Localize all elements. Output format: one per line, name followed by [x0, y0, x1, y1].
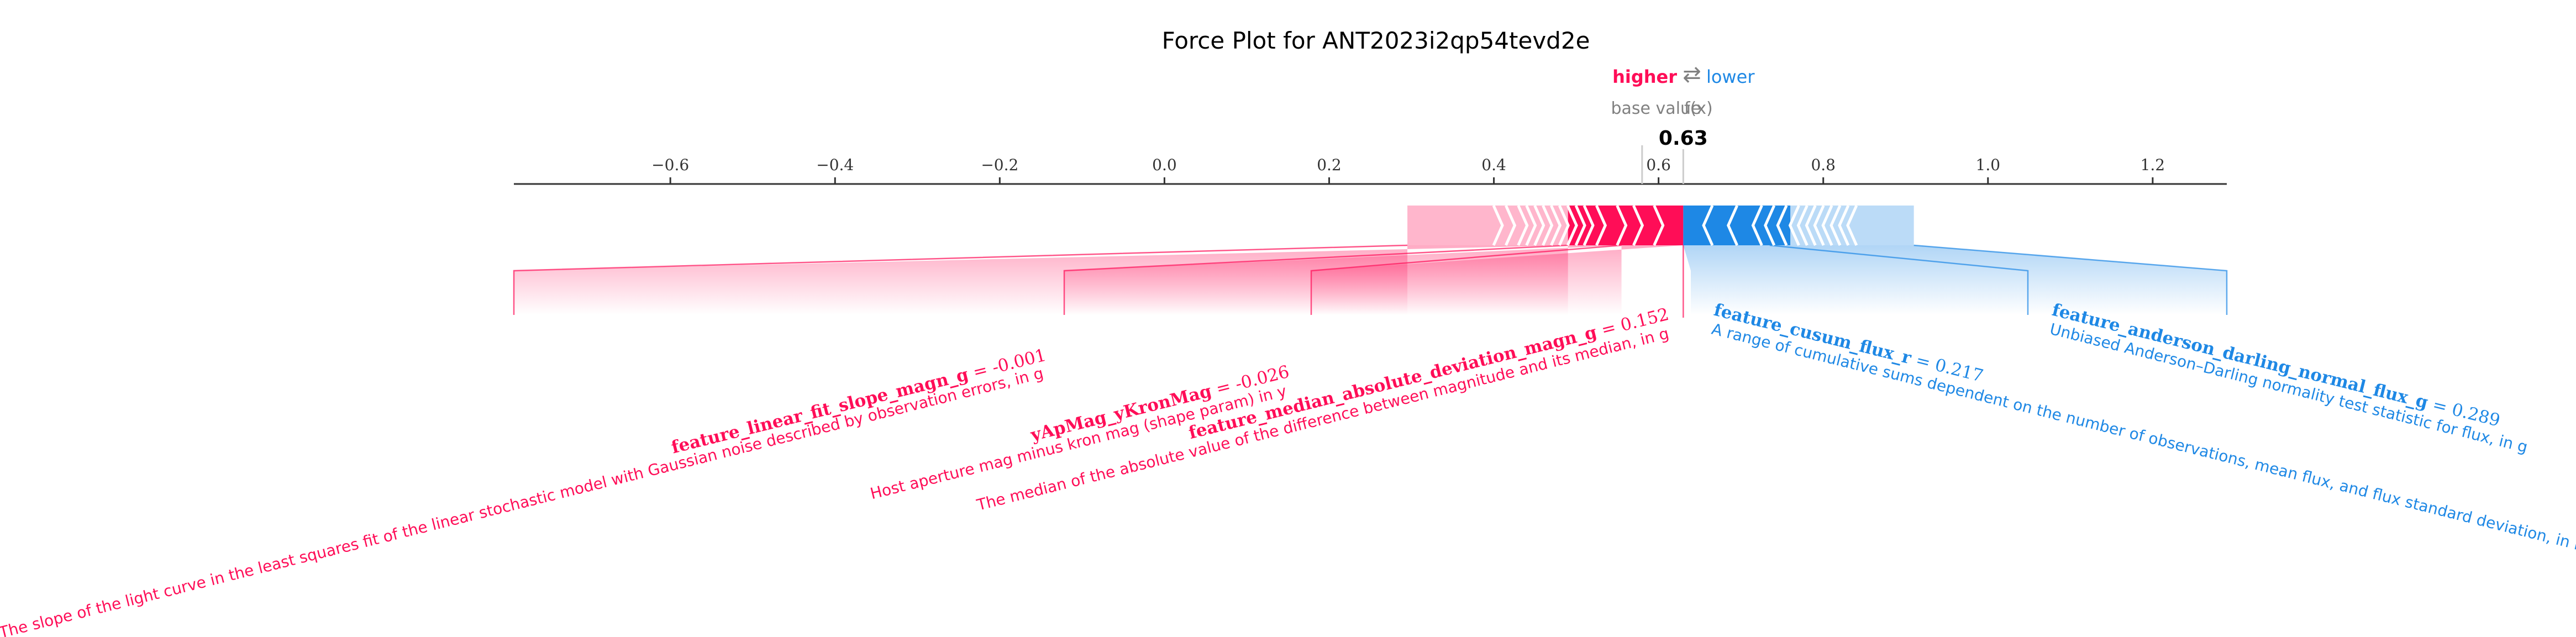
positive-separator [1505, 204, 1517, 246]
feature-name-text: feature_anderson_darling_normal_flux_g [2050, 300, 2430, 413]
feature-name: feature_anderson_darling_normal_flux_g =… [2050, 300, 2502, 431]
negative-separator [1805, 204, 1817, 246]
positive-separator [1616, 204, 1628, 246]
positive-separator [1583, 204, 1595, 246]
positive-separator [1574, 204, 1586, 246]
negative-separator [1846, 204, 1858, 246]
link-line [1063, 244, 1568, 315]
positive-bar-light [1407, 206, 1568, 245]
positive-separator [1517, 204, 1529, 246]
force-bars [1407, 204, 1914, 246]
positive-separator [1525, 204, 1537, 246]
legend: higher ⇄ lower [1612, 62, 1755, 87]
legend-higher: higher [1612, 66, 1677, 87]
feature-label-feature-median-absolute-deviation-magn-g: feature_median_absolute_deviation_magn_g… [974, 304, 1670, 514]
negative-separator [1751, 204, 1763, 246]
output-label: f(x) [1684, 99, 1713, 118]
tick-label: −0.6 [651, 156, 689, 174]
negative-separator [1796, 204, 1809, 246]
tick-label: 1.2 [2141, 156, 2165, 174]
legend-arrow-icon: ⇄ [1683, 62, 1701, 87]
negative-separator [1788, 204, 1800, 246]
link-line [513, 244, 1408, 315]
negative-bar [1683, 206, 1791, 245]
positive-separator [1492, 204, 1504, 246]
feature-links [513, 244, 2228, 318]
positive-separator [1632, 204, 1644, 246]
output-value: 0.63 [1659, 127, 1708, 150]
base-value-label: base value [1611, 99, 1701, 118]
tick-label: −0.4 [816, 156, 854, 174]
link-line [1913, 244, 2228, 315]
tick-label: 0.2 [1317, 156, 1342, 174]
negative-separator [1702, 204, 1714, 246]
negative-separator [1727, 204, 1739, 246]
legend-lower: lower [1706, 66, 1755, 87]
tick-label: 0.8 [1811, 156, 1836, 174]
negative-bar-light [1790, 206, 1914, 245]
tick-label: 1.0 [1976, 156, 2001, 174]
tick-label: −0.2 [981, 156, 1018, 174]
link-area [1311, 245, 1684, 315]
positive-separator [1653, 204, 1665, 246]
positive-separator [1595, 204, 1607, 246]
feature-labels: feature_linear_fit_slope_magn_g = -0.001… [0, 300, 2576, 637]
negative-separator [1830, 204, 1842, 246]
x-axis: −0.6 −0.4 −0.2 0.0 0.2 0.4 0.6 0.8 1.0 1.2 [514, 145, 2227, 185]
feature-name: feature_linear_fit_slope_magn_g = -0.001 [669, 345, 1048, 458]
negative-separator [1764, 204, 1776, 246]
chart-title: Force Plot for ANT2023i2qp54tevd2e [1162, 27, 1590, 54]
positive-separator [1566, 204, 1578, 246]
positive-separator [1550, 204, 1562, 246]
link-area [1769, 245, 2227, 315]
tick-label: 0.4 [1481, 156, 1506, 174]
negative-separator [1776, 204, 1788, 246]
positive-separator [1533, 204, 1545, 246]
positive-separator [1542, 204, 1554, 246]
tick-label: 0.0 [1152, 156, 1177, 174]
negative-separator [1821, 204, 1833, 246]
positive-separator [1558, 204, 1570, 246]
feature-description: The slope of the light curve in the leas… [0, 364, 1045, 637]
tick-label: 0.6 [1646, 156, 1671, 174]
negative-separator [1838, 204, 1850, 246]
link-line [1310, 244, 1622, 315]
negative-separator [1813, 204, 1825, 246]
